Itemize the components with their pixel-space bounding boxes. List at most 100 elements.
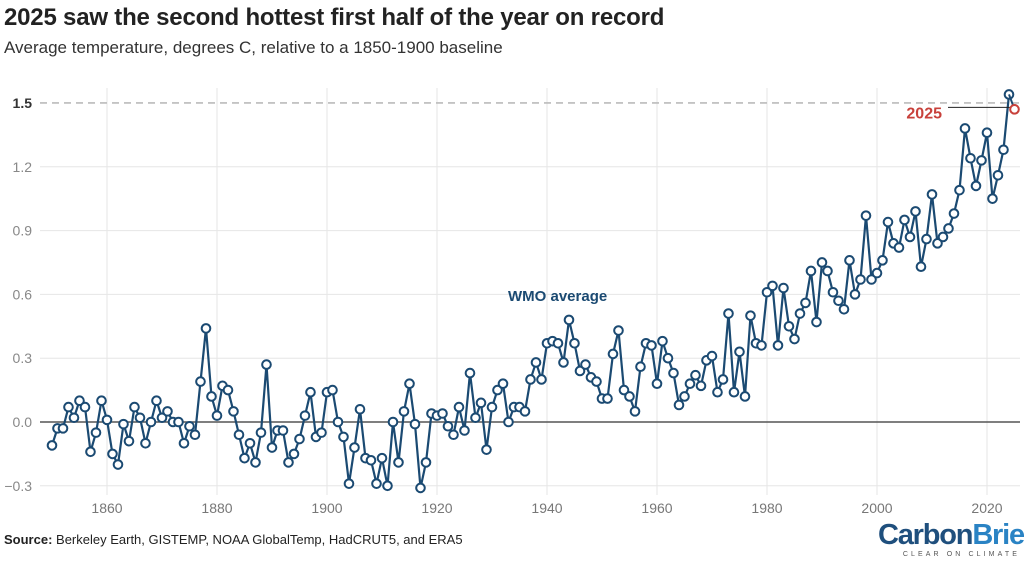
data-point xyxy=(734,346,745,358)
data-point xyxy=(959,123,971,134)
y-tick-label: 1.5 xyxy=(13,95,33,111)
data-point xyxy=(233,429,245,441)
data-point xyxy=(398,406,410,417)
y-tick-label: 0.3 xyxy=(13,350,33,366)
x-tick-label: 2020 xyxy=(971,500,1002,516)
data-point xyxy=(607,348,619,360)
data-point xyxy=(827,286,839,298)
data-point xyxy=(684,378,696,390)
data-point xyxy=(602,393,613,404)
data-point xyxy=(96,395,107,407)
data-point xyxy=(921,233,932,245)
data-point xyxy=(558,357,569,368)
data-point xyxy=(657,335,668,347)
data-point xyxy=(134,412,146,424)
data-point xyxy=(206,391,217,402)
data-point xyxy=(156,412,168,424)
data-point xyxy=(481,444,492,455)
data-point xyxy=(332,416,344,428)
x-tick-label: 1940 xyxy=(531,500,562,516)
data-point xyxy=(437,408,448,419)
data-point xyxy=(74,395,85,407)
data-point xyxy=(613,325,624,336)
source-text: Berkeley Earth, GISTEMP, NOAA GlobalTemp… xyxy=(52,532,463,547)
data-point xyxy=(57,423,69,434)
data-point xyxy=(756,340,767,351)
data-point xyxy=(624,391,635,402)
data-point xyxy=(970,180,982,192)
data-point xyxy=(877,255,888,266)
data-point xyxy=(563,314,575,326)
data-point xyxy=(178,437,190,449)
data-point xyxy=(195,376,206,387)
data-point xyxy=(294,433,305,445)
data-point xyxy=(712,386,723,398)
data-point xyxy=(745,310,756,321)
data-point xyxy=(552,338,564,349)
data-point xyxy=(536,374,547,385)
data-point xyxy=(965,152,976,164)
data-point xyxy=(173,416,184,428)
data-point xyxy=(497,378,509,390)
data-point xyxy=(354,403,366,415)
data-point xyxy=(189,429,201,441)
data-point xyxy=(118,418,129,430)
data-point xyxy=(409,418,421,430)
data-point xyxy=(525,374,536,385)
x-tick-label: 1900 xyxy=(311,500,342,516)
data-point xyxy=(679,391,690,402)
data-point xyxy=(849,289,861,300)
data-point xyxy=(937,231,949,243)
data-point xyxy=(261,359,272,370)
data-point xyxy=(404,378,415,390)
data-point xyxy=(915,261,927,273)
data-point xyxy=(668,367,679,379)
data-point xyxy=(948,208,960,219)
data-point xyxy=(503,416,514,428)
y-tick-label: 1.2 xyxy=(13,159,33,175)
data-point xyxy=(574,365,586,377)
y-tick-label: 0.9 xyxy=(13,223,33,239)
data-point xyxy=(162,406,173,417)
data-point xyxy=(453,401,465,413)
data-point xyxy=(255,427,267,438)
chart-title: 2025 saw the second hottest first half o… xyxy=(4,4,665,31)
data-point xyxy=(816,257,828,268)
data-point xyxy=(695,380,707,392)
data-point xyxy=(761,286,773,298)
logo-name-b: Brief xyxy=(972,519,1024,551)
data-point xyxy=(530,357,542,368)
data-point xyxy=(90,427,102,438)
data-point xyxy=(618,384,630,396)
x-tick-label: 1980 xyxy=(751,500,782,516)
data-point xyxy=(85,446,96,458)
source-label: Source: xyxy=(4,532,53,547)
data-point xyxy=(316,427,327,438)
data-point xyxy=(519,406,531,417)
data-point xyxy=(299,410,311,421)
data-point xyxy=(871,267,883,279)
data-point xyxy=(486,401,498,413)
data-point xyxy=(343,478,355,489)
data-point xyxy=(228,406,239,417)
data-point xyxy=(338,431,349,443)
data-point xyxy=(200,323,212,334)
data-point xyxy=(706,350,718,362)
data-point xyxy=(690,369,701,381)
data-point xyxy=(387,416,399,428)
data-point xyxy=(107,448,118,460)
x-tick-label: 1960 xyxy=(641,500,672,516)
data-point xyxy=(448,429,459,441)
data-point xyxy=(382,480,393,492)
chart-subtitle: Average temperature, degrees C, relative… xyxy=(4,38,503,57)
data-point xyxy=(723,308,734,319)
data-point xyxy=(140,437,151,449)
data-point xyxy=(371,478,382,489)
data-point xyxy=(844,255,855,266)
data-point xyxy=(932,238,943,249)
data-point xyxy=(591,376,602,387)
data-point xyxy=(926,189,938,200)
data-point xyxy=(151,395,162,407)
data-point xyxy=(393,457,404,468)
